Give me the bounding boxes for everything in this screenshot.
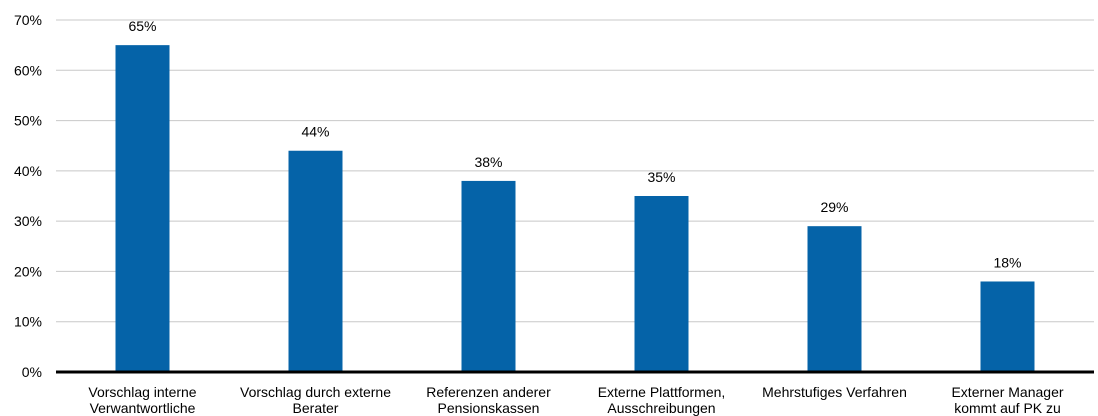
data-label: 38% [474,154,502,170]
y-tick-label: 60% [14,62,42,78]
data-label: 44% [301,124,329,140]
y-tick-label: 70% [14,12,42,28]
y-axis-ticks: 0% 10% 20% 30% 40% 50% 60% 70% [14,12,42,380]
y-tick-label: 50% [14,113,42,129]
x-axis-labels: Vorschlag interne Verwantwortliche Vorschl… [88,384,1063,416]
y-tick-label: 20% [14,263,42,279]
bar [807,226,862,372]
y-tick-label: 0% [22,364,42,380]
bar [288,150,343,372]
data-label: 29% [820,199,848,215]
x-tick-label: Vorschlag durch externe Berater [240,384,391,416]
data-label: 35% [647,169,675,185]
x-tick-label: Vorschlag interne Verwantwortliche [88,384,196,416]
x-tick-label: Referenzen anderer Pensionskassen [426,384,551,416]
y-tick-label: 10% [14,314,42,330]
bar [634,196,689,372]
gridlines [56,19,1094,323]
x-tick-label: Externer Manager kommt auf PK zu [951,384,1063,416]
x-tick-label: Mehrstufiges Verfahren [762,384,907,400]
bar [980,281,1035,372]
y-tick-label: 30% [14,213,42,229]
y-tick-label: 40% [14,163,42,179]
x-tick-label: Externe Plattformen, Ausschreibungen [598,384,726,416]
bar [461,180,516,372]
bars [115,45,1035,373]
data-label: 18% [993,254,1021,270]
data-label: 65% [128,18,156,34]
data-labels: 65% 44% 38% 35% 29% 18% [128,18,1021,270]
bar [115,45,170,373]
